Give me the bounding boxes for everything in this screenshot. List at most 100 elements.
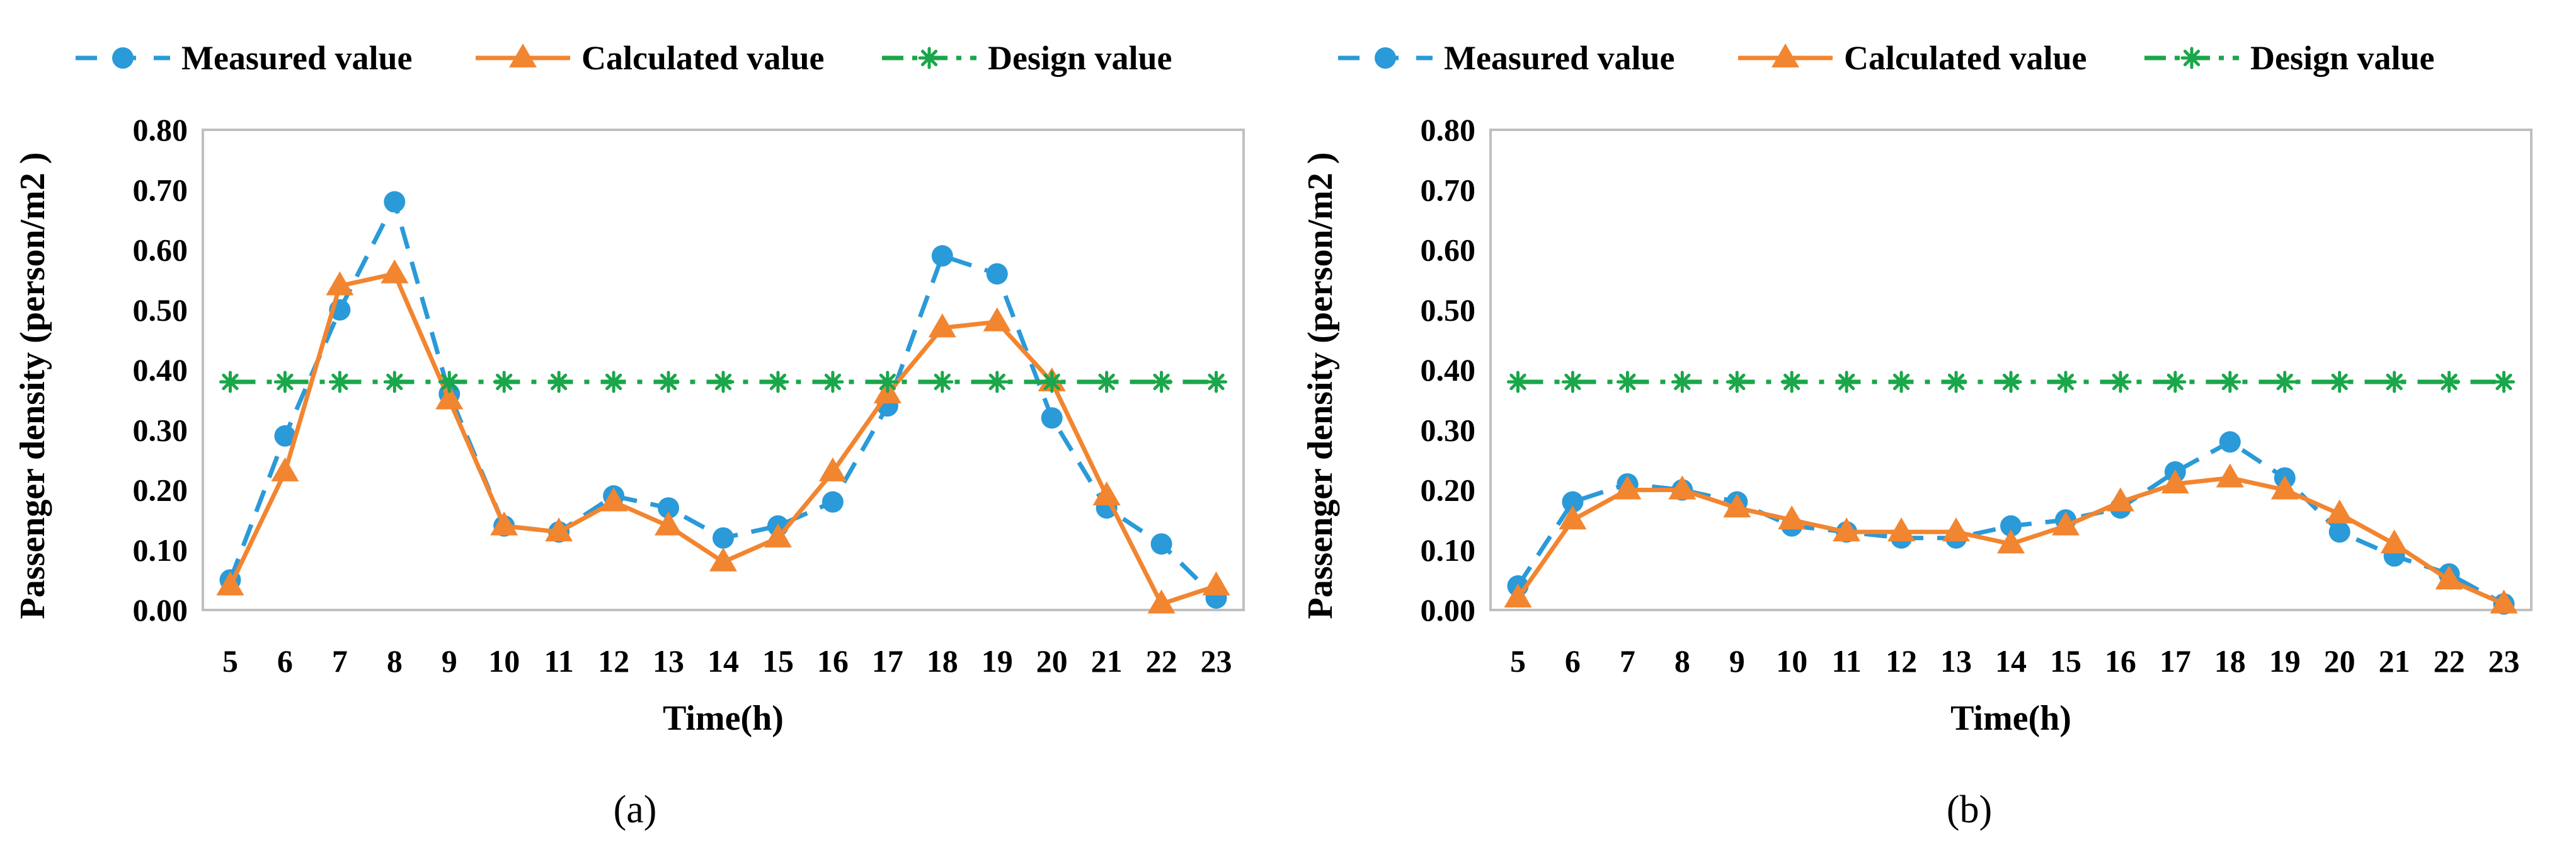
y-axis-label-b: Passenger density (person/m2 ) bbox=[1301, 152, 1340, 619]
x-tick-label: 20 bbox=[2324, 643, 2356, 679]
data-point bbox=[383, 371, 406, 393]
x-tick-label: 19 bbox=[2269, 643, 2301, 679]
y-tick-label: 0.60 bbox=[133, 233, 188, 268]
y-tick-label: 0.20 bbox=[1421, 473, 1476, 508]
x-tick-label: 14 bbox=[707, 643, 739, 679]
data-point bbox=[709, 547, 737, 572]
data-point bbox=[2219, 431, 2241, 453]
data-point bbox=[2325, 499, 2354, 524]
x-tick-label: 16 bbox=[2105, 643, 2136, 679]
legend-marker bbox=[112, 47, 134, 69]
data-point bbox=[2000, 515, 2022, 537]
data-point bbox=[1833, 517, 1861, 542]
data-point bbox=[273, 371, 296, 393]
x-tick-label: 22 bbox=[2434, 643, 2465, 679]
y-tick-label: 0.40 bbox=[1421, 352, 1476, 388]
data-point bbox=[2164, 371, 2187, 393]
data-point bbox=[1616, 371, 1639, 393]
legend-marker bbox=[2180, 47, 2203, 69]
legend-item: Calculated value bbox=[476, 39, 825, 77]
data-point bbox=[1504, 583, 1532, 607]
y-tick-labels-a: 0.00 0.10 0.20 0.30 0.40 0.50 0.60 0.70 0.80 bbox=[133, 112, 188, 628]
panel-label-a: (a) bbox=[614, 788, 657, 831]
series-measured-value bbox=[219, 191, 1227, 609]
data-point bbox=[384, 191, 406, 213]
y-tick-label: 0.30 bbox=[1421, 412, 1476, 447]
y-tick-label: 0.10 bbox=[133, 532, 188, 568]
data-point bbox=[764, 523, 792, 548]
data-point bbox=[818, 457, 847, 481]
legend-item: Design value bbox=[882, 39, 1172, 77]
y-tick-label: 0.70 bbox=[133, 172, 188, 207]
data-point bbox=[219, 371, 241, 393]
legend-b: Measured value Calculated value Design val… bbox=[1338, 39, 2435, 77]
data-point bbox=[876, 371, 899, 393]
data-point bbox=[1150, 533, 1172, 555]
y-tick-label: 0.40 bbox=[133, 352, 188, 388]
series-group-a bbox=[216, 191, 1230, 614]
plot-area-a bbox=[202, 129, 1245, 611]
x-tick-label: 13 bbox=[1940, 643, 1972, 679]
legend-item: Measured value bbox=[1338, 39, 1674, 77]
legend-item: Measured value bbox=[76, 39, 412, 77]
data-point bbox=[931, 371, 954, 393]
y-tick-label: 0.60 bbox=[1421, 233, 1476, 268]
data-point bbox=[1668, 475, 1697, 500]
data-point bbox=[2435, 565, 2463, 590]
data-point bbox=[2493, 371, 2516, 393]
legend-item: Calculated value bbox=[1738, 39, 2087, 77]
data-point bbox=[1506, 371, 1529, 393]
data-point bbox=[2274, 371, 2296, 393]
data-point bbox=[1559, 505, 1587, 530]
data-point bbox=[712, 371, 735, 393]
data-point bbox=[547, 371, 570, 393]
x-tick-label: 23 bbox=[1201, 643, 1232, 679]
y-tick-label: 0.80 bbox=[133, 112, 188, 147]
data-point bbox=[602, 371, 625, 393]
data-point bbox=[983, 307, 1011, 331]
data-point bbox=[1887, 517, 1916, 542]
data-point bbox=[438, 371, 461, 393]
chart-b-svg: Measured value Calculated value Design val… bbox=[1301, 39, 2533, 831]
x-tick-label: 9 bbox=[442, 643, 457, 679]
x-tick-label: 18 bbox=[2214, 643, 2246, 679]
data-point bbox=[1147, 589, 1176, 614]
data-point bbox=[271, 457, 299, 481]
data-point bbox=[2216, 463, 2244, 488]
x-tick-label: 11 bbox=[544, 643, 574, 679]
x-tick-label: 13 bbox=[653, 643, 684, 679]
y-axis-label-a: Passenger density (person/m2 ) bbox=[13, 152, 52, 619]
x-axis-label-a: Time(h) bbox=[663, 699, 784, 738]
data-point bbox=[1997, 529, 2025, 554]
y-tick-label: 0.00 bbox=[1421, 592, 1476, 628]
series-group-b bbox=[1504, 371, 2518, 615]
data-point bbox=[2106, 487, 2134, 512]
data-point bbox=[1778, 505, 1806, 530]
data-point bbox=[1041, 407, 1063, 429]
x-tick-label: 15 bbox=[762, 643, 794, 679]
data-point bbox=[2219, 371, 2241, 393]
x-tick-label: 5 bbox=[1510, 643, 1526, 679]
data-point bbox=[381, 259, 409, 284]
x-tick-label: 7 bbox=[1620, 643, 1635, 679]
x-tick-label: 20 bbox=[1036, 643, 1068, 679]
data-point bbox=[1041, 371, 1063, 393]
data-point bbox=[2438, 371, 2461, 393]
y-tick-label: 0.00 bbox=[133, 592, 188, 628]
y-tick-label: 0.70 bbox=[1421, 172, 1476, 207]
x-tick-label: 5 bbox=[222, 643, 238, 679]
data-point bbox=[1096, 371, 1118, 393]
x-tick-labels-a: 5 6 7 8 9 10 11 12 13 14 15 16 17 18 19 20 21 22 23 bbox=[222, 643, 1232, 679]
data-point bbox=[2270, 475, 2299, 500]
x-tick-label: 19 bbox=[982, 643, 1013, 679]
x-tick-label: 12 bbox=[598, 643, 629, 679]
y-tick-label: 0.50 bbox=[133, 292, 188, 328]
data-point bbox=[490, 511, 518, 536]
data-point bbox=[2328, 521, 2350, 543]
data-point bbox=[931, 245, 953, 267]
legend-item: Design value bbox=[2144, 39, 2435, 77]
data-point bbox=[1890, 371, 1913, 393]
legend-marker bbox=[509, 43, 537, 67]
x-tick-label: 12 bbox=[1886, 643, 1917, 679]
data-point bbox=[1726, 371, 1748, 393]
